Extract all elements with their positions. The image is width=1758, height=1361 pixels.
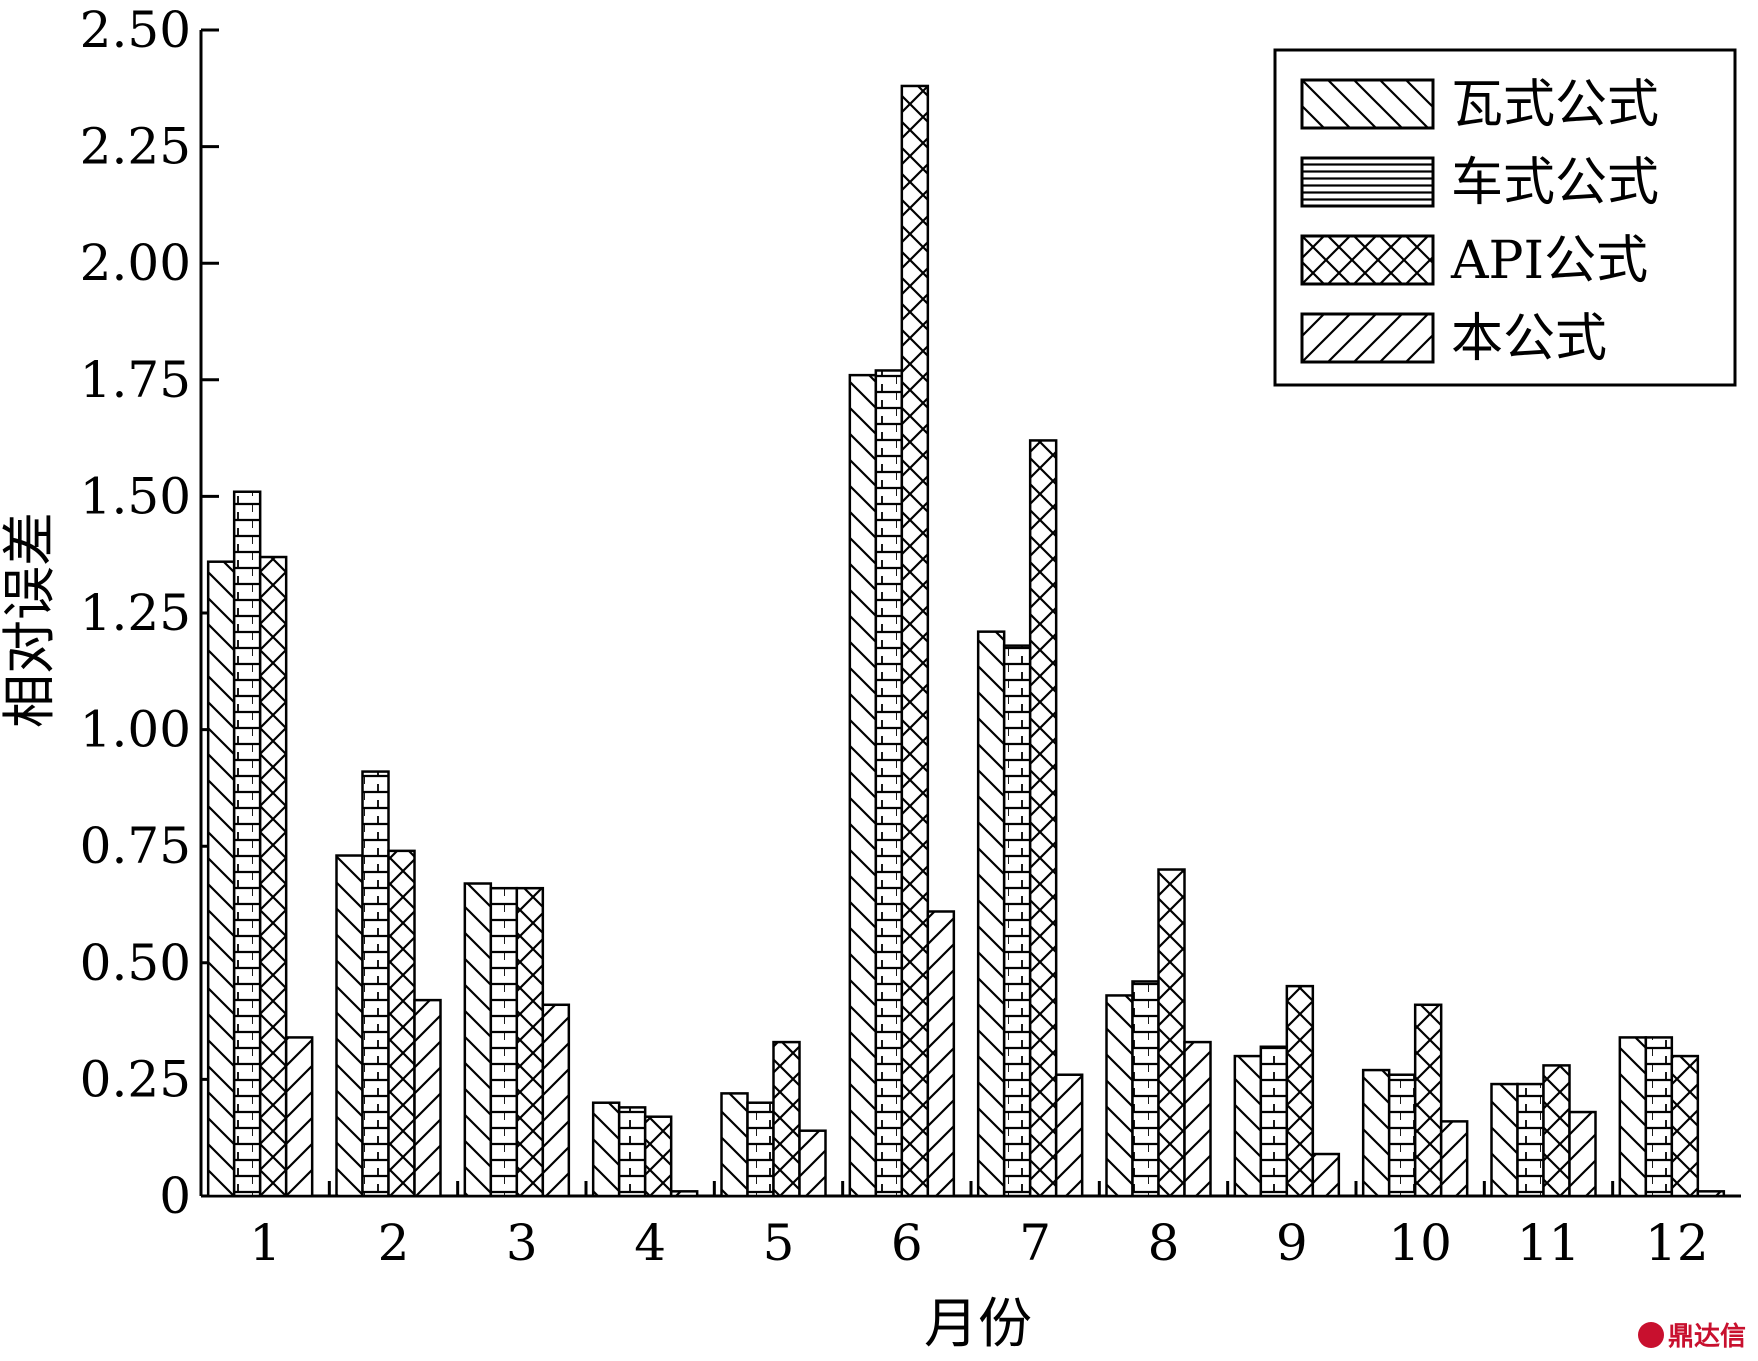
- y-axis-label: 相对误差: [0, 512, 61, 728]
- x-tick-label: 6: [891, 1214, 923, 1272]
- bar-slash-3: [541, 1003, 571, 1198]
- bar-slash-11: [1568, 1110, 1597, 1198]
- bar-horizontal-7: [1002, 644, 1032, 1198]
- bar-slash-10: [1439, 1120, 1469, 1198]
- bar-backslash-6: [848, 373, 878, 1198]
- x-tick-label: 11: [1517, 1214, 1581, 1272]
- x-tick-label: 10: [1388, 1214, 1452, 1272]
- legend-label: 车式公式: [1451, 153, 1659, 213]
- x-tick-label: 1: [249, 1214, 281, 1272]
- x-tick-label: 12: [1645, 1214, 1709, 1272]
- y-tick-label: 2.50: [80, 1, 191, 59]
- x-tick-label: 9: [1276, 1214, 1308, 1272]
- legend-label: 瓦式公式: [1451, 75, 1659, 135]
- bar-slash-4: [669, 1190, 699, 1198]
- y-tick-label: 0.50: [80, 934, 191, 992]
- legend-swatch-backslash: [1300, 78, 1435, 130]
- bar-horizontal-9: [1259, 1045, 1289, 1198]
- x-tick-label: 2: [378, 1214, 410, 1272]
- bar-crosshatch-8: [1157, 868, 1186, 1198]
- bar-crosshatch-11: [1542, 1064, 1571, 1198]
- bar-backslash-8: [1105, 994, 1134, 1198]
- x-tick-label: 7: [1019, 1214, 1051, 1272]
- bars: [206, 84, 1726, 1198]
- x-tick-label: 4: [634, 1214, 666, 1272]
- bar-crosshatch-3: [515, 886, 545, 1198]
- bar-horizontal-5: [746, 1101, 775, 1198]
- bar-backslash-9: [1233, 1054, 1263, 1198]
- bar-crosshatch-6: [900, 84, 930, 1198]
- bar-backslash-10: [1361, 1068, 1391, 1198]
- watermark-text: 鼎达信: [1667, 1322, 1746, 1352]
- watermark: 鼎达信: [1637, 1316, 1746, 1353]
- legend-swatch-horizontal: [1300, 156, 1435, 208]
- y-tick-label: 1.25: [80, 584, 191, 642]
- bar-backslash-11: [1490, 1082, 1519, 1198]
- bar-crosshatch-9: [1285, 984, 1315, 1198]
- bar-backslash-2: [335, 854, 364, 1198]
- legend-swatch-slash: [1300, 312, 1435, 364]
- y-tick-label: 1.00: [80, 701, 191, 759]
- bar-horizontal-10: [1387, 1073, 1417, 1198]
- watermark-logo-icon: [1637, 1321, 1664, 1348]
- bar-crosshatch-10: [1413, 1003, 1443, 1198]
- bar-horizontal-1: [232, 490, 262, 1198]
- bar-backslash-7: [976, 630, 1006, 1198]
- bar-slash-7: [1054, 1073, 1084, 1198]
- bar-slash-8: [1183, 1040, 1212, 1198]
- y-tick-label: 1.75: [80, 351, 191, 409]
- y-tick-label: 0.75: [80, 817, 191, 875]
- bar-crosshatch-5: [772, 1040, 801, 1198]
- x-axis-label: 月份: [924, 1292, 1032, 1355]
- bar-crosshatch-7: [1028, 439, 1058, 1198]
- x-tick-label: 3: [506, 1214, 538, 1272]
- bar-backslash-1: [206, 560, 236, 1198]
- legend-swatch-crosshatch: [1300, 234, 1435, 286]
- bar-crosshatch-2: [387, 849, 416, 1198]
- bar-horizontal-4: [617, 1106, 647, 1198]
- y-tick-label: 2.25: [80, 118, 191, 176]
- bar-slash-1: [284, 1036, 314, 1198]
- bar-horizontal-2: [361, 770, 390, 1198]
- bar-slash-12: [1696, 1190, 1726, 1198]
- bar-horizontal-6: [874, 369, 904, 1198]
- y-tick-label: 2.00: [80, 234, 191, 292]
- bar-crosshatch-4: [643, 1115, 673, 1198]
- bar-horizontal-12: [1644, 1036, 1674, 1198]
- bar-slash-5: [798, 1129, 827, 1198]
- bar-backslash-3: [463, 882, 493, 1198]
- x-tick-label: 5: [763, 1214, 795, 1272]
- x-tick-label: 8: [1148, 1214, 1180, 1272]
- bar-backslash-12: [1618, 1036, 1648, 1198]
- bar-horizontal-11: [1516, 1082, 1545, 1198]
- bar-crosshatch-12: [1670, 1054, 1700, 1198]
- x-axis: 1 2 3 4 5 6 7 8 9 10 11 12: [201, 1181, 1741, 1272]
- legend-label: API公式: [1450, 231, 1648, 291]
- bar-backslash-5: [720, 1092, 749, 1198]
- bar-horizontal-8: [1131, 980, 1160, 1198]
- y-tick-label: 0: [159, 1167, 191, 1225]
- bar-crosshatch-1: [258, 555, 288, 1198]
- bar-backslash-4: [591, 1101, 621, 1198]
- bar-slash-9: [1311, 1152, 1341, 1198]
- legend-label: 本公式: [1451, 309, 1607, 369]
- bar-slash-2: [413, 998, 442, 1198]
- bar-slash-6: [926, 910, 956, 1198]
- y-tick-label: 1.50: [80, 467, 191, 525]
- y-tick-label: 0.25: [80, 1050, 191, 1108]
- bar-horizontal-3: [489, 886, 519, 1198]
- y-axis: 0 0.25 0.50 0.75 1.00 1.25 1.50 1.75 2.00 2.25 2.5…: [80, 1, 219, 1225]
